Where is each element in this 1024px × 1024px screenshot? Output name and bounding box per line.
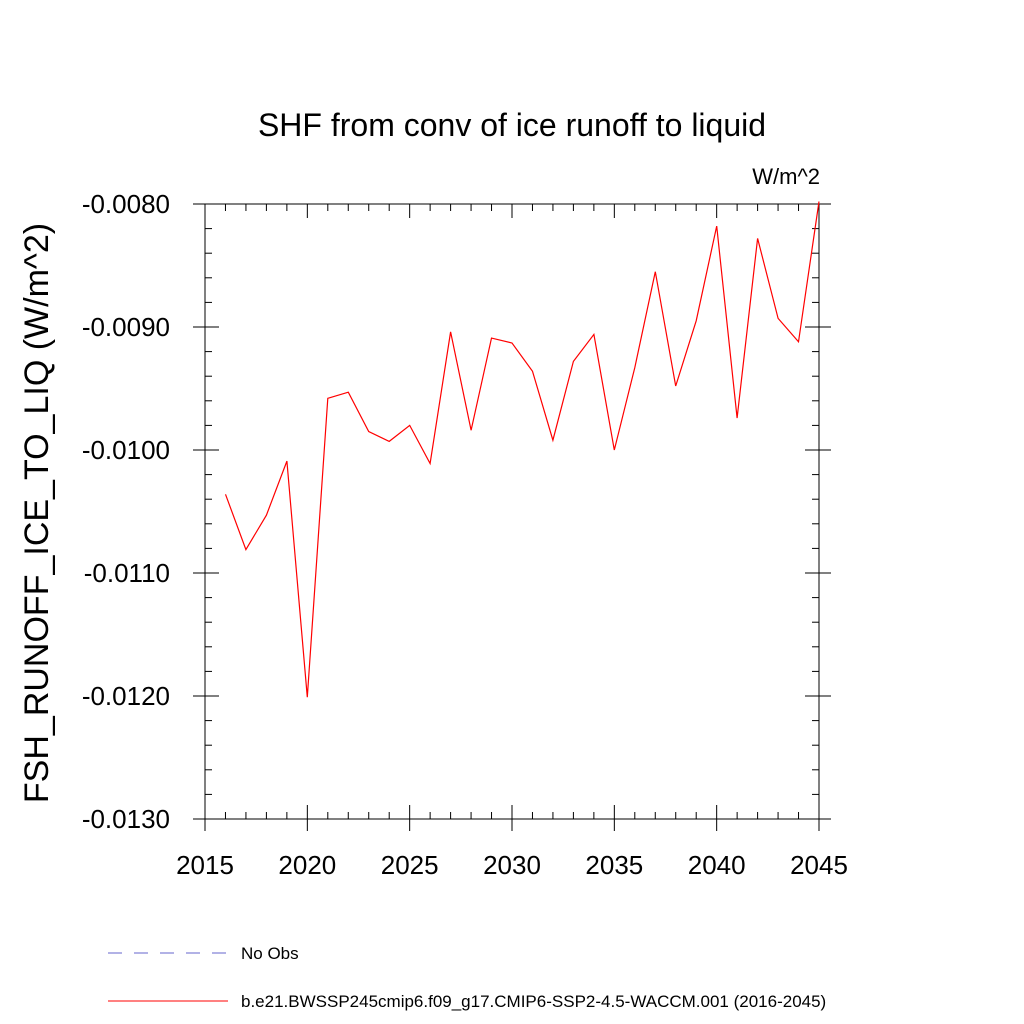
legend-label: No Obs [241,944,299,963]
chart-title: SHF from conv of ice runoff to liquid [258,107,766,143]
x-tick-label: 2030 [483,850,541,880]
y-tick-label: -0.0130 [82,804,170,834]
x-tick-label: 2035 [585,850,643,880]
x-tick-label: 2025 [381,850,439,880]
series-layer [224,201,820,698]
x-tick-label: 2015 [176,850,234,880]
plot-frame [204,203,820,820]
legend: No Obs b.e21.BWSSP245cmip6.f09_g17.CMIP6-… [108,944,826,1011]
y-tick-label: -0.0120 [82,681,170,711]
y-tick-label: -0.0100 [82,435,170,465]
y-tick-label: -0.0110 [84,558,170,588]
x-tick-label: 2045 [790,850,848,880]
series-line [224,201,820,698]
x-tick-label: 2020 [278,850,336,880]
legend-label: b.e21.BWSSP245cmip6.f09_g17.CMIP6-SSP2-4… [241,992,826,1011]
y-tick-label: -0.0090 [82,312,170,342]
units-label: W/m^2 [752,164,820,189]
y-tick-label: -0.0080 [82,189,170,219]
x-tick-label: 2040 [688,850,746,880]
y-axis-label: FSH_RUNOFF_ICE_TO_LIQ (W/m^2) [18,223,56,803]
axis-ticks: 2015 2020 2025 2030 2035 2040 2045 -0.0080 -0.00… [82,189,848,880]
